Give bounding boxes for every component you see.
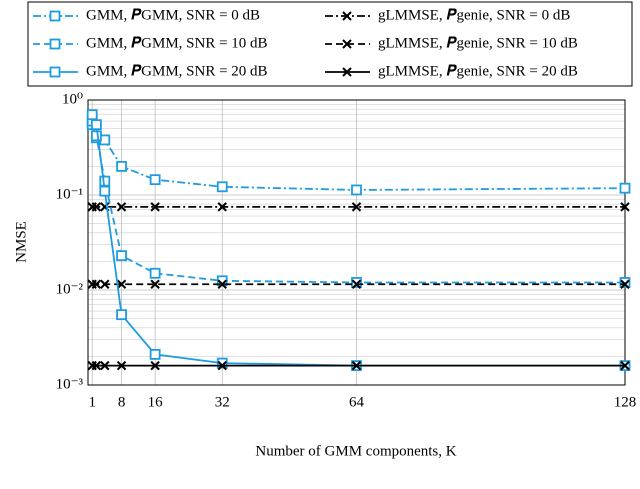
data-point	[620, 360, 630, 371]
legend-label: gLMMSE, 𝑷genie, SNR = 0 dB	[378, 7, 570, 23]
legend-box	[27, 1, 633, 87]
data-point	[351, 279, 362, 289]
data-point	[216, 181, 228, 193]
data-point	[150, 279, 160, 289]
data-point	[149, 267, 161, 279]
data-point	[99, 185, 111, 197]
data-point	[91, 279, 102, 289]
data-point	[116, 161, 127, 172]
data-point	[149, 348, 161, 360]
data-point	[86, 109, 98, 121]
data-point	[91, 202, 102, 212]
data-point	[150, 360, 160, 371]
legend-label: GMM, 𝑷GMM, SNR = 10 dB	[86, 35, 268, 51]
x-tick-label: 32	[215, 394, 230, 410]
legend-label: GMM, 𝑷GMM, SNR = 20 dB	[86, 63, 268, 79]
data-point	[100, 360, 110, 371]
x-tick-label: 1	[88, 394, 96, 410]
legend-marker	[49, 66, 61, 78]
legend-marker	[342, 67, 352, 77]
data-point	[217, 279, 227, 289]
data-point	[351, 202, 362, 212]
legend-marker	[342, 39, 352, 49]
legend-label: gLMMSE, 𝑷genie, SNR = 10 dB	[378, 35, 578, 51]
data-point	[116, 250, 127, 262]
y-tick-label: 10⁰	[62, 91, 83, 107]
legend-marker	[49, 38, 61, 50]
series-line	[91, 120, 625, 284]
series-line	[91, 124, 626, 191]
data-point	[217, 202, 227, 212]
y-axis-label: NMSE	[13, 221, 29, 263]
y-tick-label: 10⁻³	[56, 376, 84, 392]
legend-label: GMM, 𝑷GMM, SNR = 0 dB	[86, 7, 260, 23]
legend-marker	[342, 11, 352, 21]
data-point	[619, 277, 631, 288]
data-point	[217, 360, 227, 371]
data-point	[90, 130, 102, 142]
x-tick-label: 8	[118, 394, 126, 410]
data-point	[351, 360, 362, 371]
legend-marker	[49, 10, 61, 22]
data-point	[150, 202, 160, 212]
x-tick-label: 128	[614, 394, 637, 410]
y-tick-label: 10⁻²	[56, 281, 84, 297]
data-point	[90, 119, 102, 131]
plot-frame	[87, 99, 626, 386]
data-point	[149, 174, 161, 186]
legend-label: gLMMSE, 𝑷genie, SNR = 20 dB	[378, 63, 578, 79]
data-point	[619, 182, 631, 194]
data-point	[100, 279, 110, 289]
data-point	[91, 360, 102, 371]
data-point	[116, 279, 127, 289]
data-point	[216, 357, 228, 369]
data-point	[116, 360, 127, 371]
data-point	[620, 279, 630, 289]
y-tick-label: 10⁻¹	[56, 186, 83, 202]
data-point	[351, 277, 362, 288]
data-point	[116, 309, 127, 321]
x-axis-label: Number of GMM components, K	[255, 443, 456, 459]
x-tick-label: 64	[349, 394, 365, 410]
data-point	[116, 202, 127, 212]
data-point	[620, 202, 630, 212]
data-point	[351, 184, 362, 196]
x-tick-label: 16	[148, 394, 164, 410]
